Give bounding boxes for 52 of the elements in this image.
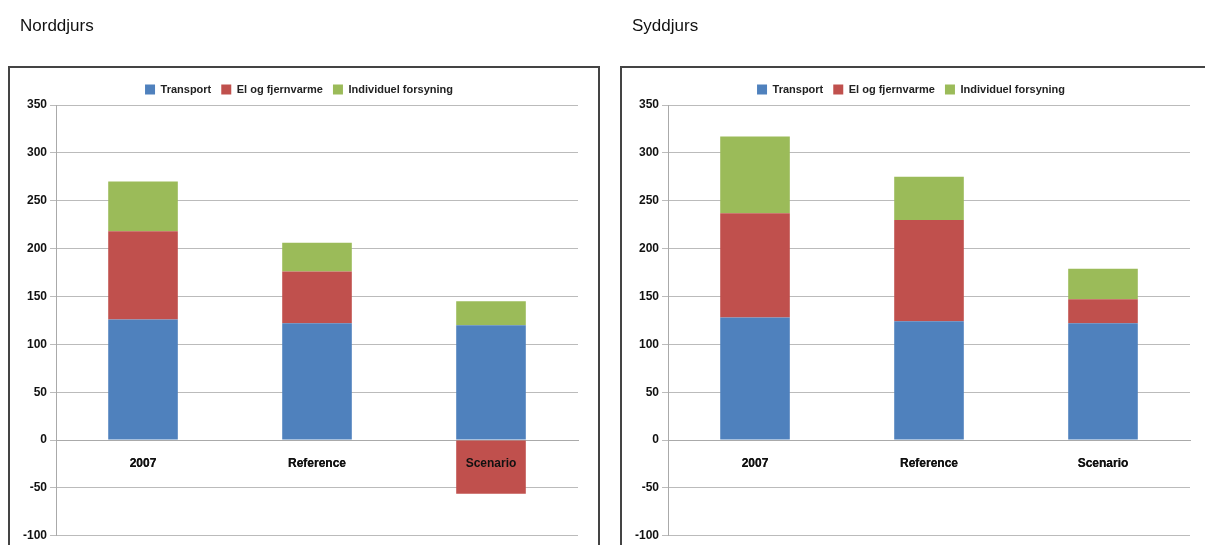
legend-label: Transport bbox=[772, 82, 824, 95]
legend-label: El og fjernvarme bbox=[848, 82, 935, 95]
y-tick-label: 250 bbox=[638, 193, 660, 208]
legend-label: El og fjernvarme bbox=[236, 82, 323, 95]
chart-title: Syddjurs bbox=[631, 15, 700, 37]
bar bbox=[720, 136, 790, 214]
y-tick-label: 350 bbox=[26, 97, 48, 112]
y-tick-label: 150 bbox=[26, 288, 48, 303]
y-tick-label: 350 bbox=[638, 97, 660, 112]
legend-label: Individuel forsyning bbox=[960, 82, 1065, 95]
bar bbox=[108, 231, 178, 320]
bar bbox=[282, 323, 352, 440]
bar bbox=[108, 319, 178, 440]
bar bbox=[282, 271, 352, 324]
legend-label: Transport bbox=[160, 82, 212, 95]
y-tick-label: 100 bbox=[638, 336, 660, 351]
y-tick-label: 0 bbox=[40, 432, 48, 447]
y-tick-label: 200 bbox=[638, 240, 660, 255]
bar bbox=[894, 176, 964, 220]
y-tick-label: 300 bbox=[26, 145, 48, 160]
chart-title: Norddjurs bbox=[19, 15, 95, 37]
y-tick-label: -100 bbox=[634, 528, 660, 543]
bar bbox=[282, 242, 352, 272]
y-tick-label: -50 bbox=[641, 480, 660, 495]
bar bbox=[1068, 299, 1138, 324]
y-tick-label: 150 bbox=[638, 288, 660, 303]
bar bbox=[456, 440, 526, 494]
x-tick-label: Scenario bbox=[465, 455, 517, 470]
bar bbox=[894, 321, 964, 440]
legend-label: Individuel forsyning bbox=[348, 82, 453, 95]
x-tick-label: Scenario bbox=[1077, 455, 1129, 470]
bar bbox=[1068, 268, 1138, 300]
bar bbox=[108, 181, 178, 232]
bar bbox=[720, 213, 790, 318]
y-tick-label: 250 bbox=[26, 193, 48, 208]
y-tick-label: 50 bbox=[645, 384, 660, 399]
x-tick-label: Reference bbox=[899, 455, 959, 470]
y-tick-label: 200 bbox=[26, 240, 48, 255]
x-tick-label: 2007 bbox=[741, 455, 769, 470]
x-tick-label: 2007 bbox=[129, 455, 157, 470]
y-tick-label: 0 bbox=[652, 432, 660, 447]
y-tick-label: 50 bbox=[33, 384, 48, 399]
y-tick-label: -100 bbox=[22, 528, 48, 543]
bar bbox=[720, 317, 790, 440]
bar bbox=[894, 219, 964, 322]
y-tick-label: -50 bbox=[29, 480, 48, 495]
y-tick-label: 100 bbox=[26, 336, 48, 351]
bar bbox=[456, 325, 526, 440]
bar bbox=[1068, 323, 1138, 440]
x-tick-label: Reference bbox=[287, 455, 347, 470]
bar bbox=[456, 301, 526, 326]
y-tick-label: 300 bbox=[638, 145, 660, 160]
